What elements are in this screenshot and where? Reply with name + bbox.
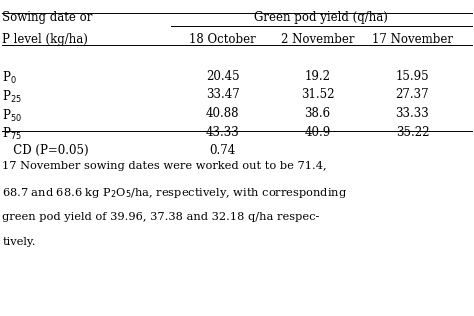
Text: 17 November: 17 November [372,33,453,46]
Text: P level (kg/ha): P level (kg/ha) [2,33,88,46]
Text: CD (P=0.05): CD (P=0.05) [2,144,89,157]
Text: Green pod yield (q/ha): Green pod yield (q/ha) [254,11,388,24]
Text: P$_{75}$: P$_{75}$ [2,126,22,143]
Text: 40.88: 40.88 [206,107,239,120]
Text: 38.6: 38.6 [304,107,331,120]
Text: 17 November sowing dates were worked out to be 71.4,: 17 November sowing dates were worked out… [2,161,327,171]
Text: 33.47: 33.47 [206,88,240,101]
Text: Sowing date or: Sowing date or [2,11,93,24]
Text: 35.22: 35.22 [396,126,429,139]
Text: 31.52: 31.52 [301,88,334,101]
Text: 15.95: 15.95 [396,70,429,82]
Text: 68.7 and 68.6 kg P$_2$O$_5$/ha, respectively, with corresponding: 68.7 and 68.6 kg P$_2$O$_5$/ha, respecti… [2,186,347,200]
Text: tively.: tively. [2,237,36,247]
Text: P$_0$: P$_0$ [2,70,17,86]
Text: 0.74: 0.74 [210,144,236,157]
Text: 40.9: 40.9 [304,126,331,139]
Text: 27.37: 27.37 [396,88,429,101]
Text: green pod yield of 39.96, 37.38 and 32.18 q/ha respec-: green pod yield of 39.96, 37.38 and 32.1… [2,212,320,222]
Text: 20.45: 20.45 [206,70,239,82]
Text: 2 November: 2 November [281,33,355,46]
Text: 19.2: 19.2 [305,70,330,82]
Text: 33.33: 33.33 [395,107,429,120]
Text: 18 October: 18 October [190,33,256,46]
Text: 43.33: 43.33 [206,126,240,139]
Text: P$_{25}$: P$_{25}$ [2,88,22,105]
Text: P$_{50}$: P$_{50}$ [2,107,22,124]
